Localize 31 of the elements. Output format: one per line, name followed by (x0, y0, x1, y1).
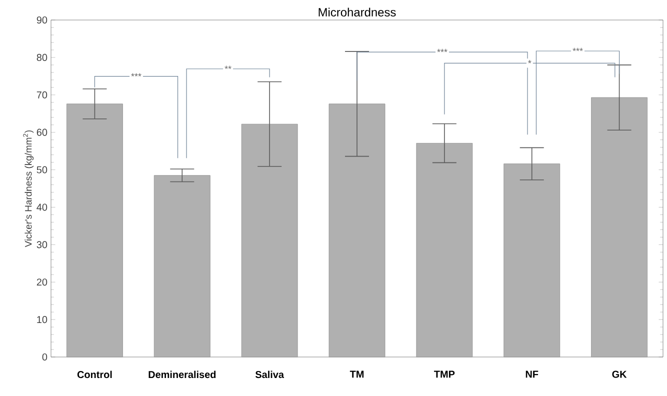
y-tick-label: 0 (42, 353, 48, 361)
bar (154, 175, 210, 358)
bar (66, 104, 123, 358)
annotation: * (528, 60, 532, 64)
x-tick-label: TMP (434, 370, 455, 378)
y-tick-label: 80 (36, 54, 48, 61)
x-tick-label: GK (612, 370, 627, 378)
x-tick-label: Control (77, 370, 112, 378)
annotation: *** (131, 73, 142, 76)
annotation: *** (437, 48, 448, 52)
bar (416, 142, 473, 358)
y-tick-label: 70 (36, 91, 48, 98)
y-tick-label: 60 (36, 128, 48, 136)
annotation: ** (224, 66, 232, 69)
y-tick-label: 20 (36, 278, 48, 286)
bar (328, 104, 386, 358)
y-tick-label: 30 (36, 241, 48, 248)
chart-title: Microhardness (318, 8, 396, 16)
x-tick-label: TM (350, 370, 364, 378)
bar (591, 97, 648, 358)
x-tick-label: NF (526, 370, 538, 378)
x-tick-label: Demineralised (148, 370, 216, 378)
bar (241, 124, 298, 358)
y-tick-label: 90 (36, 16, 48, 24)
y-tick-label: 40 (36, 204, 48, 211)
x-tick-label: Saliva (255, 370, 284, 378)
annotation: *** (572, 48, 583, 52)
y-tick-label: 10 (37, 316, 48, 324)
bar (504, 164, 560, 358)
y-axis-title: Vicker's Hardness (kg/mm$^{2}$) (23, 130, 34, 248)
y-tick-label: 50 (36, 166, 48, 174)
